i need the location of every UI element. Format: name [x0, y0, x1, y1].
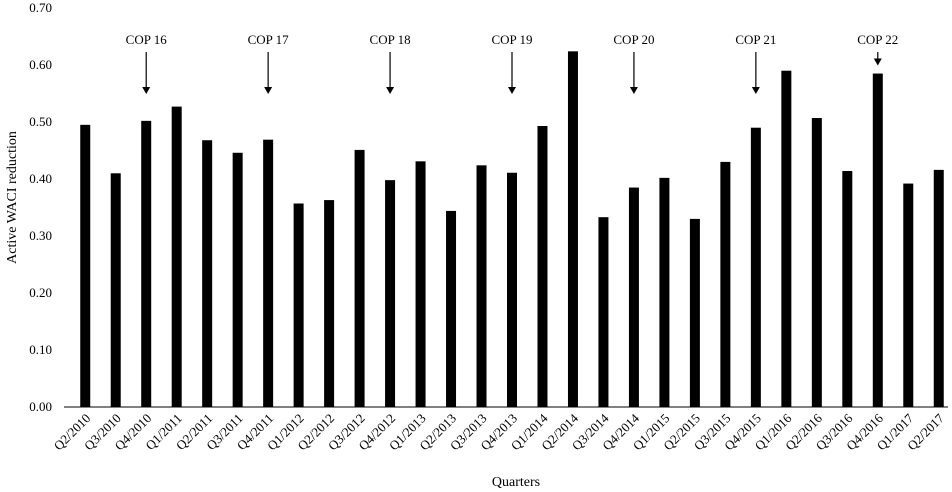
annotation-label: COP 17: [248, 32, 290, 47]
bar: [903, 183, 914, 407]
bar: [628, 187, 639, 407]
bar: [80, 124, 91, 407]
y-tick-label: 0.50: [29, 114, 52, 129]
y-tick-label: 0.10: [29, 342, 52, 357]
bar: [110, 173, 121, 407]
bar: [446, 210, 457, 407]
bar: [872, 73, 883, 408]
annotation-label: COP 20: [613, 32, 654, 47]
y-axis-label: Active WACI reduction: [5, 131, 20, 264]
bar: [507, 172, 517, 407]
y-axis: 0.00 0.10 0.20 0.30 0.40 0.50 0.60 0.70: [29, 0, 52, 414]
annotation-arrow-head: [629, 87, 638, 94]
annotation-arrow-head: [142, 87, 151, 94]
bar: [354, 149, 365, 407]
bar: [171, 106, 182, 408]
y-tick-label: 0.00: [29, 399, 52, 414]
annotation-arrow-head: [508, 87, 516, 94]
y-tick-label: 0.40: [29, 171, 52, 186]
annotation-label: COP 21: [735, 32, 776, 47]
bar: [385, 180, 396, 407]
bar: [232, 152, 243, 407]
y-tick-label: 0.30: [29, 228, 52, 243]
bar: [598, 217, 609, 407]
bar: [811, 118, 822, 407]
annotation-arrow-head: [751, 87, 760, 94]
annotation-arrow-head: [264, 87, 273, 94]
bar: [842, 171, 853, 407]
y-tick-label: 0.60: [29, 57, 52, 72]
bar: [415, 161, 426, 407]
y-tick-label: 0.70: [29, 0, 52, 15]
bar: [202, 140, 213, 408]
annotation-arrow-head: [873, 58, 882, 66]
bar: [689, 218, 700, 407]
annotation-label: COP 16: [126, 32, 168, 47]
bar: [476, 165, 487, 407]
annotation-label: COP 22: [857, 32, 898, 47]
bars: [80, 51, 944, 408]
bar: [324, 200, 335, 407]
annotation-arrow-head: [386, 87, 395, 94]
bar: [781, 70, 792, 407]
x-axis-label: Quarters: [492, 475, 540, 490]
annotations: COP 16 COP 17 COP 18 COP 19 COP 20 COP 21 COP …: [126, 32, 898, 94]
bar: [720, 161, 731, 407]
bar: [537, 125, 548, 408]
bar: [141, 120, 152, 408]
annotation-label: COP 18: [370, 32, 411, 47]
annotation-label: COP 19: [491, 32, 532, 47]
bar: [659, 177, 670, 407]
bar: [933, 169, 944, 407]
bar: [293, 203, 304, 407]
y-tick-label: 0.20: [29, 285, 52, 300]
bar: [567, 51, 578, 407]
bar: [263, 139, 274, 408]
bar: [750, 127, 761, 407]
x-tick-labels: Q2/2010Q3/2010Q4/2010Q1/2011Q2/2011Q3/20…: [51, 410, 948, 453]
